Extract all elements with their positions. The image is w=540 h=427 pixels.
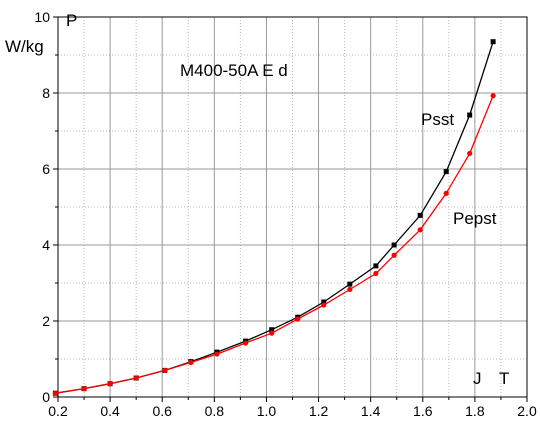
- data-point: [391, 252, 397, 258]
- y-tick-label: 4: [42, 237, 50, 253]
- data-point: [269, 327, 275, 333]
- data-point: [52, 390, 58, 396]
- data-point: [391, 242, 397, 248]
- series-line-psst: [55, 41, 494, 394]
- y-tick-label: 8: [42, 85, 50, 101]
- grid-lines: [57, 16, 528, 398]
- data-point: [467, 112, 473, 118]
- data-point: [321, 299, 327, 305]
- x-tick-label: 1.6: [413, 403, 433, 419]
- series-line-pepst: [55, 95, 494, 394]
- series-label-pepst: Pepst: [453, 209, 497, 228]
- axis-ticks: [53, 16, 528, 402]
- data-point: [81, 386, 87, 392]
- data-point: [467, 150, 473, 157]
- data-point: [107, 381, 113, 387]
- x-tick-label: 0.8: [205, 403, 225, 419]
- data-point: [417, 212, 423, 218]
- x-tick-label: 0.4: [100, 403, 120, 419]
- data-point: [188, 359, 194, 366]
- tick-labels: 0.2 0.4 0.6 0.8 1.0 1.2 1.4 1.6 1.8 2.0 0 2 4 6 8 10: [34, 9, 537, 419]
- x-tick-label: 1.2: [309, 403, 329, 419]
- data-point: [490, 93, 496, 99]
- data-point: [214, 351, 220, 357]
- y-tick-label: 0: [42, 389, 50, 405]
- data-point: [162, 367, 168, 373]
- y-axis-symbol: P: [66, 11, 77, 30]
- data-point: [490, 39, 496, 45]
- series-pepst: [52, 93, 496, 396]
- x-axis-symbol: J: [473, 369, 482, 388]
- data-point: [373, 270, 379, 277]
- data-point: [347, 281, 353, 287]
- data-point: [373, 263, 379, 269]
- x-tick-label: 1.4: [361, 403, 381, 419]
- x-tick-label: 0.6: [152, 403, 172, 419]
- data-point: [443, 169, 449, 175]
- chart-title: M400-50A E d: [180, 61, 288, 80]
- series-label-psst: Psst: [421, 110, 454, 129]
- x-tick-label: 1.8: [465, 403, 485, 419]
- y-axis-unit: W/kg: [5, 37, 44, 56]
- y-tick-label: 2: [42, 313, 50, 329]
- y-tick-label: 10: [34, 9, 50, 25]
- data-point: [295, 316, 301, 322]
- x-tick-label: 2.0: [517, 403, 537, 419]
- x-axis-unit: T: [499, 369, 509, 388]
- x-tick-label: 0.2: [48, 403, 68, 419]
- data-point: [321, 302, 327, 308]
- data-point: [133, 375, 139, 381]
- x-tick-label: 1.0: [257, 403, 277, 419]
- series-layer: [52, 39, 496, 396]
- data-point: [443, 190, 449, 196]
- data-point: [269, 330, 275, 336]
- data-point: [243, 340, 249, 346]
- data-point: [347, 286, 353, 293]
- data-point: [417, 227, 423, 233]
- y-tick-label: 6: [42, 161, 50, 177]
